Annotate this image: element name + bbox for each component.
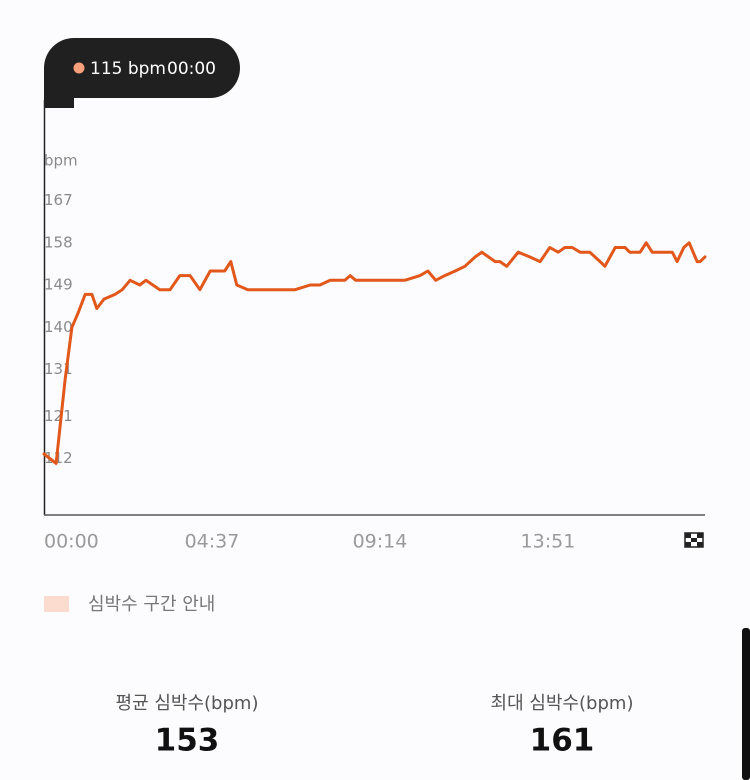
- y-axis-label: bpm: [44, 152, 78, 170]
- y-tick-label: 112: [44, 449, 73, 467]
- y-tick-label: 149: [44, 276, 73, 294]
- stat-value: 161: [530, 723, 595, 759]
- x-tick-label: 04:37: [185, 531, 240, 553]
- stat-value: 153: [155, 723, 220, 759]
- x-tick-label: 00:00: [44, 531, 99, 553]
- finish-flag: [684, 532, 704, 548]
- stat-label: 평균 심박수(bpm): [116, 693, 259, 714]
- zone-legend-label[interactable]: 심박수 구간 안내: [88, 594, 215, 615]
- heart-rate-line: [42, 241, 707, 465]
- screen-edge: [742, 628, 750, 780]
- tooltip-corner: [44, 68, 74, 108]
- tooltip-dot: [73, 62, 85, 74]
- tooltip-time: 00:00: [167, 59, 216, 79]
- x-tick-label: 13:51: [521, 531, 576, 553]
- y-tick-label: 167: [44, 191, 73, 209]
- y-tick-label: 121: [44, 407, 73, 425]
- y-tick-label: 140: [44, 318, 73, 336]
- tooltip-value: 115 bpm: [90, 59, 166, 79]
- tooltip-box: [44, 38, 240, 98]
- x-tick-label: 09:14: [353, 531, 408, 553]
- y-tick-label: 158: [44, 233, 73, 251]
- stat-label: 최대 심박수(bpm): [491, 693, 634, 714]
- zone-legend-swatch[interactable]: [44, 596, 69, 612]
